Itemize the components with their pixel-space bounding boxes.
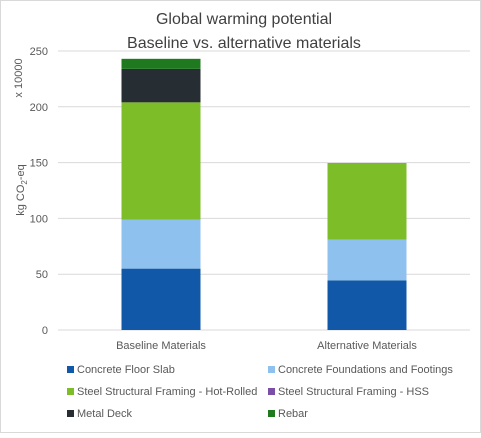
legend-swatch	[268, 366, 275, 373]
y-axis-title: kg CO2-eq	[15, 164, 29, 216]
legend-swatch	[67, 410, 74, 417]
legend-swatch	[67, 366, 74, 373]
x-tick-label: Baseline Materials	[116, 340, 206, 352]
legend-swatch	[67, 388, 74, 395]
bar-segment	[327, 239, 407, 281]
bar-segment	[121, 219, 201, 269]
axis-multiplier-label: x 10000	[13, 58, 25, 97]
y-tick-label: 150	[30, 158, 48, 170]
legend-label: Rebar	[278, 408, 308, 420]
legend-swatch	[268, 410, 275, 417]
legend-label: Steel Structural Framing - Hot-Rolled	[77, 386, 257, 398]
chart-title-line-2: Baseline vs. alternative materials	[127, 35, 361, 52]
legend-label: Concrete Foundations and Footings	[278, 364, 453, 376]
bar-segment	[121, 68, 201, 103]
legend: Concrete Floor Slab Concrete Foundations …	[67, 364, 453, 420]
legend-label: Steel Structural Framing - HSS	[278, 386, 429, 398]
bars	[121, 58, 407, 330]
y-axis-title-subscript: 2	[20, 180, 29, 185]
bar-segment	[121, 102, 201, 220]
chart-title-line-1: Global warming potential	[156, 11, 332, 28]
y-tick-label: 200	[30, 102, 48, 114]
x-tick-label: Alternative Materials	[317, 340, 417, 352]
legend-swatch	[268, 388, 275, 395]
bar-segment	[121, 268, 201, 330]
y-axis-title-suffix: -eq	[15, 164, 27, 180]
bar-segment	[327, 163, 407, 240]
legend-label: Concrete Floor Slab	[77, 364, 175, 376]
bar-segment	[121, 58, 201, 69]
y-tick-label: 250	[30, 46, 48, 58]
bar-segment	[327, 163, 407, 164]
bar-segment	[327, 280, 407, 330]
legend-label: Metal Deck	[77, 408, 133, 420]
y-axis-title-main: kg CO	[15, 184, 27, 216]
y-tick-labels: 0 50 100 150 200 250	[30, 46, 48, 337]
y-tick-label: 50	[36, 269, 48, 281]
y-tick-label: 100	[30, 213, 48, 225]
x-tick-labels: Baseline Materials Alternative Materials	[116, 340, 417, 352]
y-tick-label: 0	[42, 325, 48, 337]
